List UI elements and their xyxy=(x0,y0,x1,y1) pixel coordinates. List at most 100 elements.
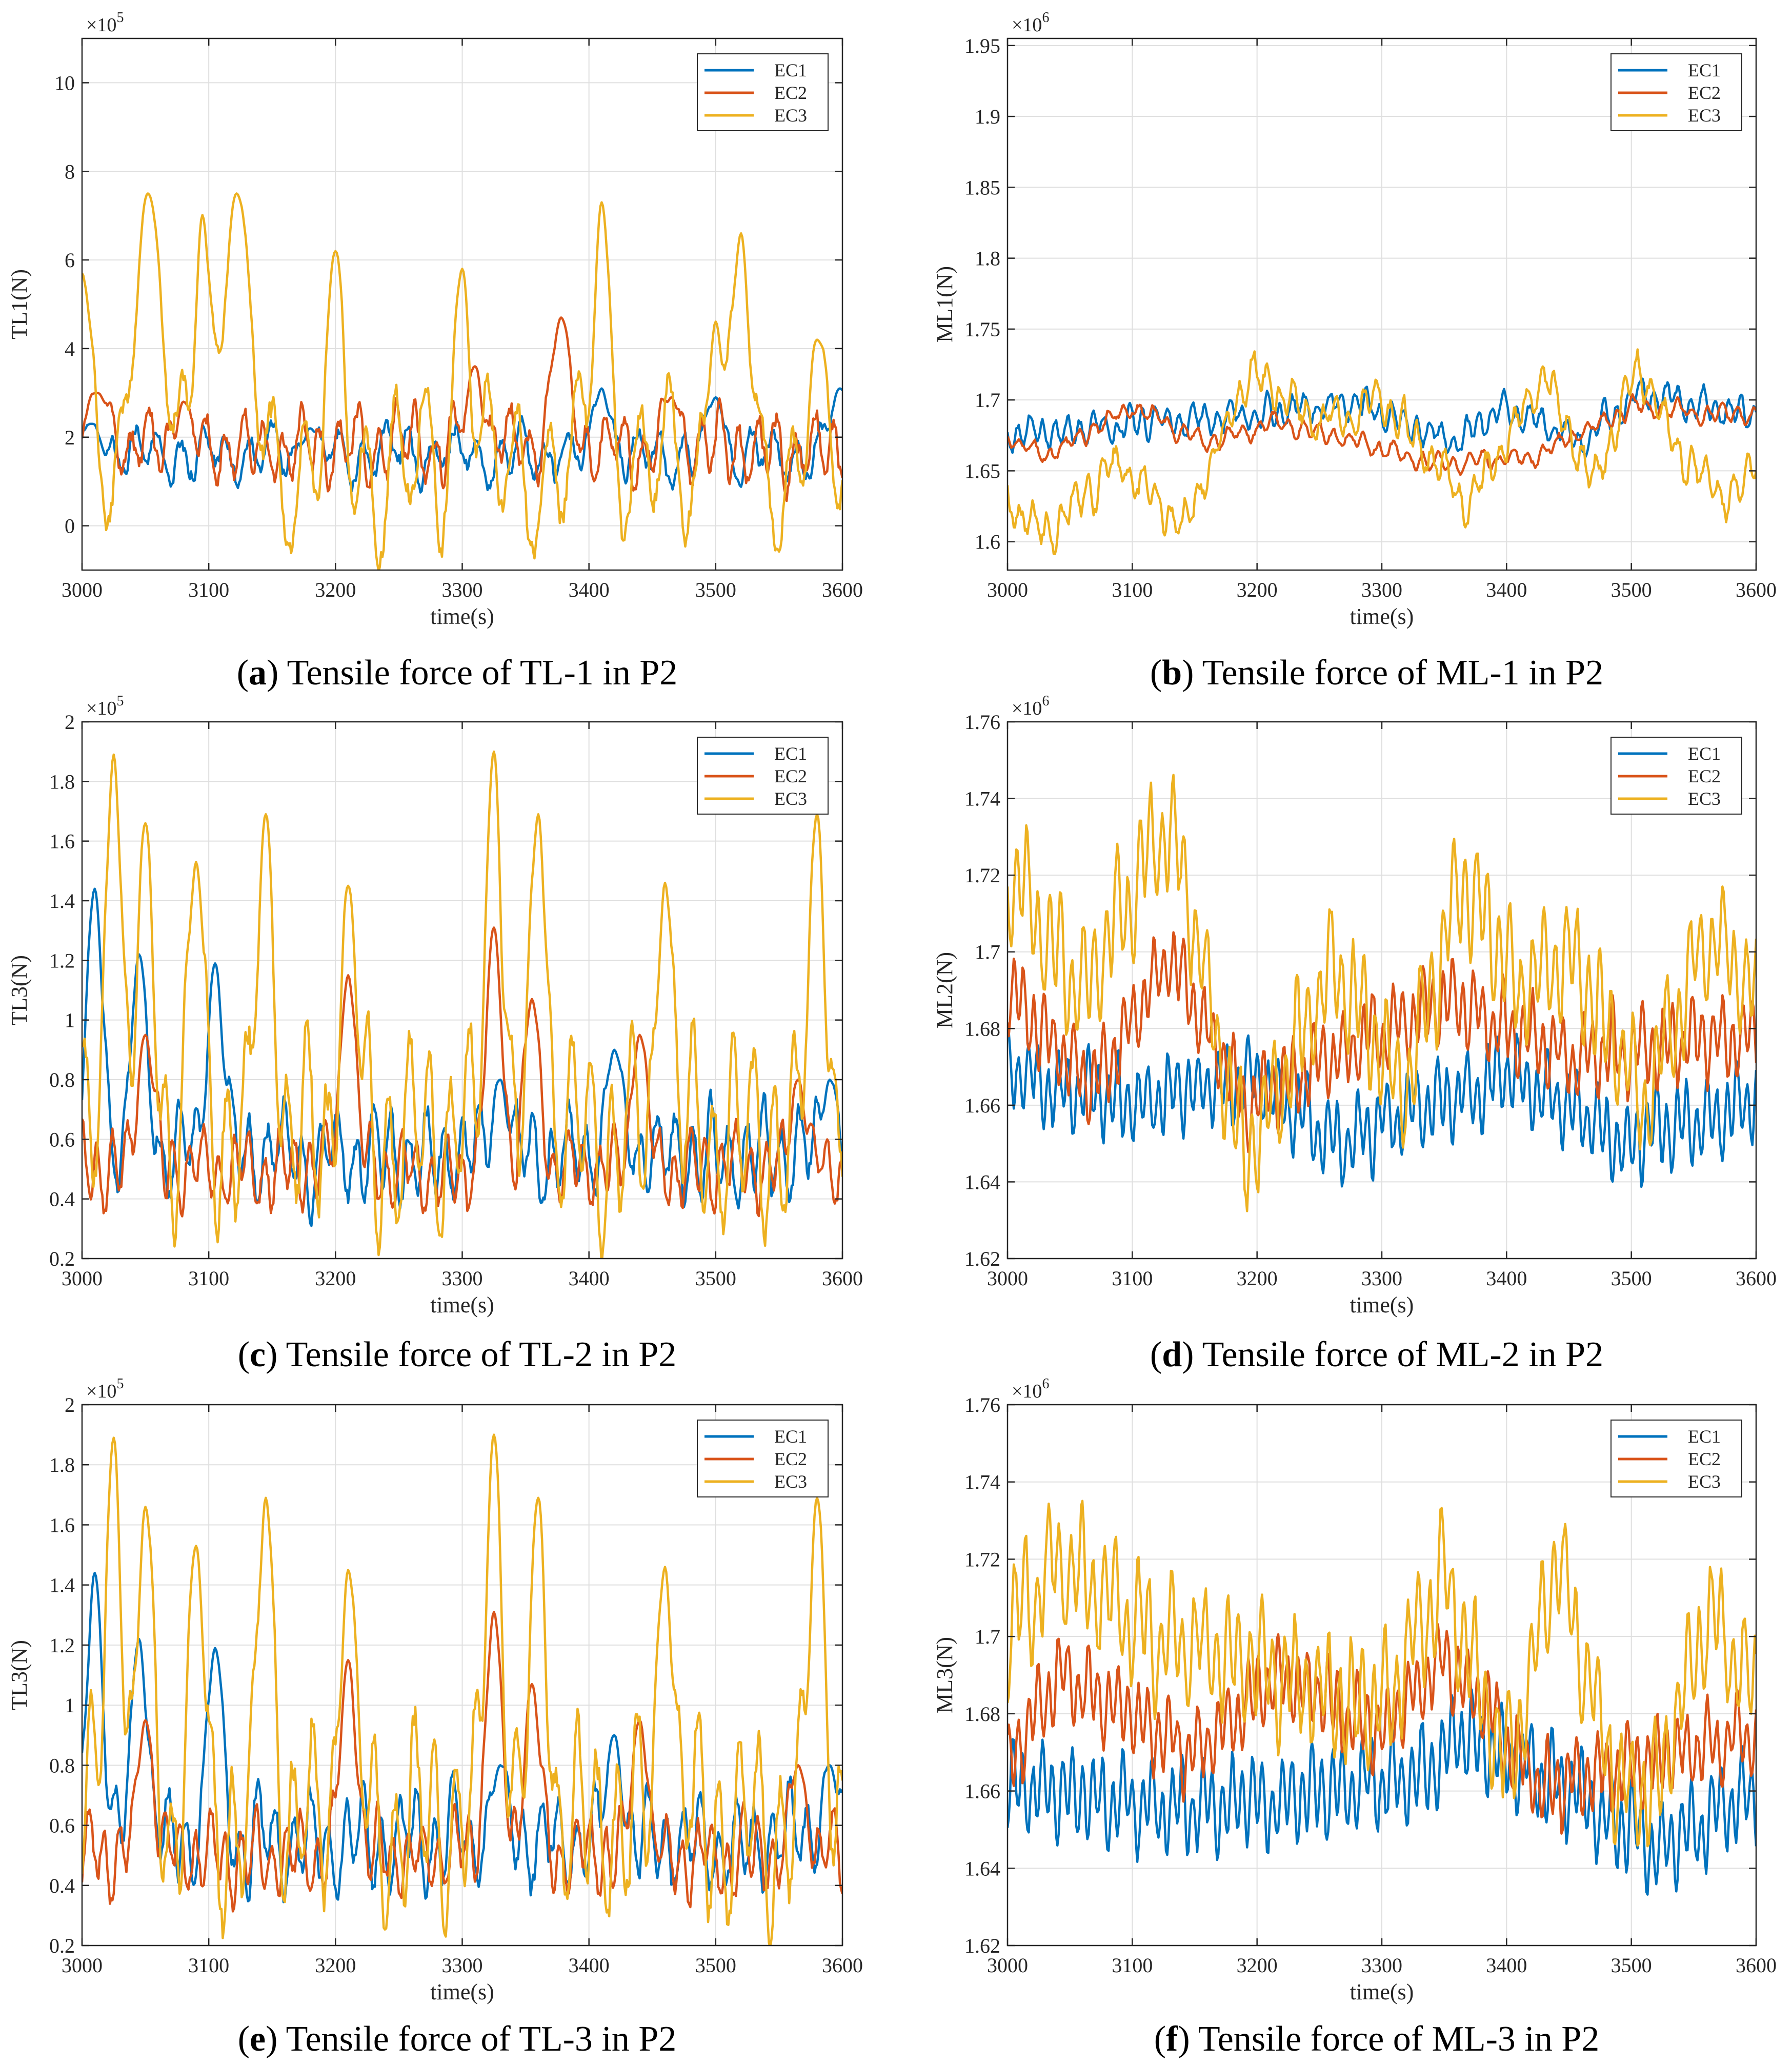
y-tick-label: 2 xyxy=(65,711,75,734)
series-line-ec3 xyxy=(82,192,842,570)
legend-label-ec3: EC3 xyxy=(774,105,807,126)
legend-label-ec1: EC1 xyxy=(1688,743,1721,764)
x-tick-label: 3300 xyxy=(1361,1954,1402,1977)
legend-label-ec2: EC2 xyxy=(1688,83,1721,103)
y-tick-label: 1.8 xyxy=(49,770,75,793)
x-tick-label: 3600 xyxy=(1736,1267,1777,1290)
series-line-ec1 xyxy=(82,387,842,494)
y-tick-label: 1.65 xyxy=(964,459,1000,482)
x-tick-label: 3500 xyxy=(1611,1267,1652,1290)
x-tick-label: 3500 xyxy=(1611,578,1652,601)
x-tick-label: 3100 xyxy=(1112,578,1153,601)
series-line-ec3 xyxy=(82,750,842,1259)
figure-caption-e: (e) Tensile force of TL-3 in P2 xyxy=(238,2019,677,2059)
y-tick-label: 1.7 xyxy=(975,389,1000,412)
axis-exponent: ×106 xyxy=(1012,1376,1049,1402)
x-tick-label: 3100 xyxy=(188,1954,229,1977)
y-tick-label: 1.6 xyxy=(49,830,75,853)
axis-exponent: ×105 xyxy=(86,693,124,719)
series-line-ec3 xyxy=(82,1433,842,1946)
y-axis-label: TL3(N) xyxy=(7,1640,32,1710)
y-tick-label: 1.68 xyxy=(964,1703,1000,1726)
legend-label-ec1: EC1 xyxy=(774,60,807,80)
x-tick-label: 3600 xyxy=(1736,578,1777,601)
y-tick-label: 2 xyxy=(65,426,75,449)
chart-panel-b: 3000 3100 3200 3300 3400 3500 3600 1.6 1.65 1.7 1.… xyxy=(932,10,1777,693)
legend-label-ec2: EC2 xyxy=(774,1449,807,1469)
x-tick-label: 3300 xyxy=(442,578,483,601)
x-tick-label: 3500 xyxy=(1611,1954,1652,1977)
x-tick-label: 3300 xyxy=(1361,578,1402,601)
y-tick-label: 1 xyxy=(65,1009,75,1032)
y-tick-label: 0.4 xyxy=(49,1874,75,1897)
y-tick-label: 0.4 xyxy=(49,1188,75,1211)
figure-caption-d: (d) Tensile force of ML-2 in P2 xyxy=(1150,1335,1603,1374)
x-tick-label: 3400 xyxy=(1486,578,1527,601)
y-tick-label: 8 xyxy=(65,160,75,183)
y-tick-label: 6 xyxy=(65,249,75,272)
series-line-ec1 xyxy=(1008,1029,1756,1188)
x-tick-label: 3000 xyxy=(62,1267,103,1290)
y-tick-label: 1.64 xyxy=(964,1170,1000,1193)
y-tick-label: 1.4 xyxy=(49,1574,75,1597)
x-axis-label: time(s) xyxy=(1350,1292,1414,1318)
legend-label-ec2: EC2 xyxy=(774,83,807,103)
x-tick-label: 3100 xyxy=(188,1267,229,1290)
y-axis-label: ML2(N) xyxy=(932,952,957,1028)
x-tick-label: 3200 xyxy=(1237,1267,1278,1290)
figure-caption-b: (b) Tensile force of ML-1 in P2 xyxy=(1150,653,1603,693)
x-tick-label: 3400 xyxy=(569,578,610,601)
y-tick-label: 4 xyxy=(65,337,75,360)
y-tick-label: 1.8 xyxy=(975,247,1000,270)
legend-label-ec2: EC2 xyxy=(1688,766,1721,786)
y-tick-label: 0.8 xyxy=(49,1754,75,1777)
x-tick-label: 3500 xyxy=(695,578,736,601)
x-tick-label: 3200 xyxy=(1237,1954,1278,1977)
y-tick-label: 1.72 xyxy=(964,1548,1000,1571)
x-tick-label: 3100 xyxy=(1112,1267,1153,1290)
figure-caption-a: (a) Tensile force of TL-1 in P2 xyxy=(237,653,678,693)
series-line-ec2 xyxy=(1008,1623,1756,1835)
x-axis-label: time(s) xyxy=(1350,1979,1414,2004)
legend-label-ec1: EC1 xyxy=(1688,1426,1721,1447)
y-tick-label: 0.6 xyxy=(49,1128,75,1151)
series-line-ec3 xyxy=(1008,348,1756,555)
x-tick-label: 3000 xyxy=(987,578,1028,601)
x-tick-label: 3200 xyxy=(315,1267,356,1290)
x-tick-label: 3400 xyxy=(569,1954,610,1977)
x-axis-label: time(s) xyxy=(430,1979,494,2004)
y-tick-label: 0.2 xyxy=(49,1247,75,1270)
x-tick-label: 3600 xyxy=(822,1954,863,1977)
y-tick-label: 1.76 xyxy=(964,1393,1000,1416)
series-line-ec3 xyxy=(1008,774,1756,1212)
x-tick-label: 3000 xyxy=(987,1954,1028,1977)
legend-label-ec1: EC1 xyxy=(1688,60,1721,80)
y-tick-label: 1.7 xyxy=(975,1625,1000,1648)
y-tick-label: 1.76 xyxy=(964,711,1000,734)
y-tick-label: 1.66 xyxy=(964,1094,1000,1117)
axis-exponent: ×105 xyxy=(86,1376,124,1402)
y-tick-label: 1.4 xyxy=(49,889,75,913)
y-tick-label: 1.2 xyxy=(49,949,75,972)
x-axis-label: time(s) xyxy=(430,1292,494,1318)
x-tick-label: 3100 xyxy=(188,578,229,601)
legend-label-ec1: EC1 xyxy=(774,1426,807,1447)
legend-label-ec3: EC3 xyxy=(1688,105,1721,126)
legend-label-ec2: EC2 xyxy=(1688,1449,1721,1469)
y-tick-label: 1.7 xyxy=(975,941,1000,964)
x-tick-label: 3200 xyxy=(315,1954,356,1977)
x-tick-label: 3400 xyxy=(1486,1954,1527,1977)
y-tick-label: 0.8 xyxy=(49,1068,75,1091)
x-tick-label: 3200 xyxy=(1237,578,1278,601)
x-tick-label: 3100 xyxy=(1112,1954,1153,1977)
y-tick-label: 1.74 xyxy=(964,1471,1000,1494)
y-tick-label: 1.75 xyxy=(964,318,1000,341)
y-tick-label: 1.66 xyxy=(964,1780,1000,1803)
y-tick-label: 1.72 xyxy=(964,864,1000,887)
legend-label-ec1: EC1 xyxy=(774,743,807,764)
y-tick-label: 1.6 xyxy=(975,531,1000,554)
y-tick-label: 1.9 xyxy=(975,105,1000,128)
chart-panel-c: 3000 3100 3200 3300 3400 3500 3600 0.2 0.4 0.6 0.8… xyxy=(7,693,863,1374)
x-axis-label: time(s) xyxy=(430,604,494,629)
